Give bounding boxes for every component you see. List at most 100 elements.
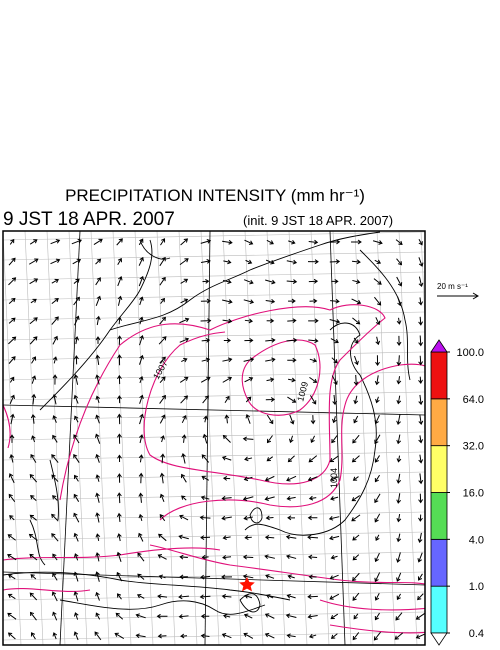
- wind-arrow: [265, 298, 276, 304]
- wind-arrow: [181, 495, 187, 501]
- wind-arrow: [372, 240, 383, 245]
- wind-arrow: [329, 574, 339, 580]
- grid-line: [3, 611, 425, 621]
- wind-arrow: [308, 239, 319, 245]
- wind-arrow: [351, 495, 360, 502]
- wind-arrow: [396, 414, 401, 426]
- wind-arrow: [8, 277, 17, 286]
- wind-arrow: [243, 357, 255, 363]
- wind-arrow: [74, 355, 79, 365]
- wind-arrow: [202, 433, 208, 444]
- location-star: [239, 577, 255, 592]
- grid-line: [3, 291, 425, 301]
- wind-arrow: [51, 316, 59, 325]
- wind-arrow: [117, 473, 122, 483]
- wind-arrow: [308, 338, 319, 344]
- wind-arrow: [266, 594, 274, 599]
- wind-arrow: [288, 239, 296, 245]
- wind-arrow: [138, 472, 144, 484]
- wind-arrow: [264, 632, 275, 639]
- wind-arrow: [222, 299, 233, 304]
- wind-arrow: [200, 298, 211, 304]
- wind-arrow: [73, 493, 80, 502]
- wind-arrow: [418, 514, 423, 522]
- wind-arrow: [222, 535, 231, 541]
- wind-arrow: [117, 433, 122, 444]
- grid-line: [3, 551, 425, 561]
- wind-arrow: [202, 395, 209, 404]
- wind-arrow: [117, 395, 122, 404]
- wind-arrow: [9, 394, 15, 404]
- wind-arrow: [415, 613, 425, 620]
- wind-arrow: [289, 414, 295, 425]
- wind-arrow: [221, 574, 232, 580]
- isobars: [3, 304, 425, 634]
- colorbar-bin: [430, 585, 448, 634]
- colorbar: 0.4 1.0 4.0 16.0 32.0 64.0 100.0: [430, 339, 484, 646]
- grid-line: [3, 531, 425, 541]
- grid-line: [68, 231, 88, 645]
- wind-arrow: [221, 594, 232, 599]
- wind-arrow: [29, 336, 38, 345]
- wind-arrow: [374, 474, 380, 483]
- grid-line: [420, 231, 425, 330]
- wind-arrow: [418, 394, 424, 406]
- wind-arrow: [332, 394, 338, 406]
- colorbar-under: [430, 632, 448, 646]
- isobar-label: 1004: [329, 468, 339, 488]
- wind-arrow: [31, 435, 36, 443]
- wind-arrow: [331, 435, 338, 444]
- wind-arrow: [30, 453, 37, 463]
- wind-arrow: [374, 513, 381, 523]
- title: PRECIPITATION INTENSITY (mm hr⁻¹): [65, 186, 365, 205]
- wind-arrow: [95, 258, 102, 265]
- wind-arrow: [396, 395, 402, 405]
- wind-arrow: [117, 257, 122, 265]
- wind-arrow: [50, 258, 61, 265]
- wind-arrow: [8, 297, 16, 305]
- wind-arrow: [418, 276, 424, 288]
- wind-arrow: [222, 613, 231, 619]
- wind-arrow: [138, 238, 144, 246]
- colorbar-over: [430, 339, 448, 353]
- wind-arrow: [8, 336, 17, 345]
- wind-arrow: [244, 338, 254, 343]
- wind-arrow: [373, 631, 381, 641]
- wind-arrow: [374, 612, 380, 621]
- wind-arrow: [51, 298, 59, 305]
- wind-arrow: [200, 574, 211, 580]
- wind-arrow: [52, 632, 58, 640]
- wind-arrow: [135, 633, 146, 639]
- wind-arrow: [330, 555, 338, 560]
- wind-arrow: [201, 337, 211, 343]
- wind-arrow: [95, 414, 100, 424]
- wind-arrow: [243, 279, 254, 285]
- wind-arrow: [418, 414, 424, 426]
- wind-arrow: [375, 355, 380, 367]
- wind-arrow: [160, 435, 165, 443]
- wind-arrow: [10, 413, 15, 425]
- wind-arrow: [396, 593, 402, 601]
- wind-arrow: [418, 376, 423, 384]
- wind-arrow: [9, 454, 15, 463]
- wind-arrow: [8, 356, 16, 364]
- wind-arrow: [396, 514, 402, 523]
- isobar-label: 1007: [151, 359, 170, 381]
- wind-arrow: [375, 317, 381, 326]
- wind-arrow: [265, 337, 276, 343]
- wind-arrow: [396, 258, 403, 266]
- wind-arrow: [418, 355, 424, 366]
- wind-arrow: [245, 414, 251, 424]
- wind-arrow: [285, 534, 297, 540]
- wind-arrow: [73, 591, 79, 602]
- wind-arrow: [178, 534, 189, 540]
- wind-arrow: [243, 515, 253, 521]
- wind-arrow: [395, 612, 403, 621]
- wind-arrow: [159, 414, 166, 424]
- wind-arrow: [330, 613, 339, 620]
- wind-arrow: [351, 259, 361, 265]
- wind-arrow: [159, 376, 166, 384]
- wind-arrow: [9, 515, 15, 521]
- wind-arrow: [158, 574, 166, 580]
